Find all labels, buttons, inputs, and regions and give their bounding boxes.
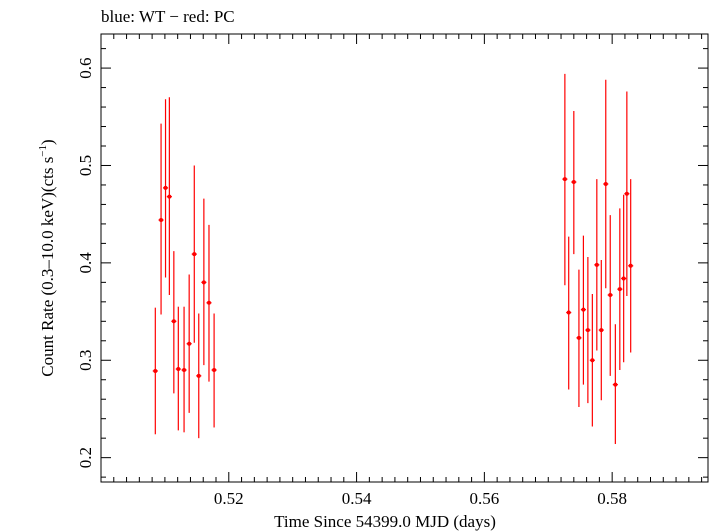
point-marker [608, 293, 613, 298]
data-point [628, 179, 634, 353]
x-tick-label: 0.56 [469, 489, 499, 508]
point-marker [613, 382, 618, 387]
point-marker [581, 307, 586, 312]
data-point [617, 208, 623, 370]
point-marker [621, 276, 626, 281]
y-axis-label: Count Rate (0.3–10.0 keV)(cts s−1) [37, 139, 57, 376]
y-tick-labels: 0.2 0.3 0.4 0.5 0.6 [76, 57, 95, 468]
axis-ticks [100, 34, 708, 482]
point-marker [571, 180, 576, 185]
point-marker [182, 368, 187, 372]
data-point [158, 123, 164, 315]
y-axis-label-close: ) [38, 139, 57, 145]
data-point [607, 215, 613, 376]
point-marker [187, 341, 192, 346]
data-point [576, 269, 582, 408]
data-point [181, 306, 187, 433]
data-point [171, 251, 177, 394]
x-tick-label: 0.54 [342, 489, 372, 508]
data-point [211, 313, 217, 428]
y-tick-label: 0.5 [76, 155, 95, 176]
data-point [191, 165, 197, 343]
y-tick-label: 0.2 [76, 447, 95, 468]
point-marker [594, 262, 599, 267]
y-tick-label: 0.4 [76, 252, 95, 274]
data-point [186, 274, 192, 413]
chart-title: blue: WT − red: PC [101, 7, 235, 26]
data-point [589, 294, 595, 427]
point-marker [628, 263, 633, 268]
point-marker [163, 185, 168, 190]
point-marker [562, 177, 567, 182]
point-marker [171, 319, 176, 324]
point-marker [617, 287, 622, 292]
data-point [571, 110, 577, 255]
point-marker [599, 328, 604, 333]
point-marker [212, 368, 217, 372]
data-point [201, 198, 207, 366]
data-point [624, 91, 630, 296]
point-marker [196, 373, 201, 378]
data-point [580, 235, 586, 385]
y-axis-label-main: Count Rate (0.3–10.0 keV)(cts s [38, 157, 57, 377]
plot-frame [100, 33, 709, 483]
point-marker [201, 280, 206, 285]
x-tick-labels: 0.52 0.54 0.56 0.58 [214, 489, 627, 508]
data-point [196, 313, 202, 439]
data-point [206, 224, 212, 382]
data-point [562, 73, 568, 286]
plot-frame-group [100, 33, 709, 483]
y-tick-label: 0.3 [76, 350, 95, 371]
data-point [166, 97, 172, 296]
x-tick-label: 0.52 [214, 489, 244, 508]
x-axis-label: Time Since 54399.0 MJD (days) [274, 512, 496, 531]
point-marker [192, 252, 197, 257]
point-marker [585, 328, 590, 333]
point-marker [206, 300, 211, 305]
point-marker [576, 335, 581, 340]
data-points [152, 73, 634, 445]
point-marker [153, 368, 158, 373]
data-point [162, 99, 169, 278]
data-point [612, 324, 618, 445]
point-marker [624, 191, 629, 196]
point-marker [176, 367, 181, 372]
x-tick-label: 0.58 [597, 489, 627, 508]
data-point [598, 259, 604, 401]
data-point [585, 257, 591, 404]
data-point [566, 236, 572, 390]
data-point [603, 79, 609, 289]
data-point [175, 306, 181, 431]
point-marker [159, 218, 164, 223]
point-marker [566, 310, 571, 315]
y-tick-label: 0.6 [76, 57, 95, 78]
point-marker [603, 181, 608, 186]
data-point [621, 194, 627, 363]
data-point [594, 179, 600, 351]
data-point [152, 307, 158, 435]
y-axis-label-superscript: −1 [37, 145, 49, 157]
point-marker [167, 194, 172, 199]
point-marker [590, 358, 595, 363]
